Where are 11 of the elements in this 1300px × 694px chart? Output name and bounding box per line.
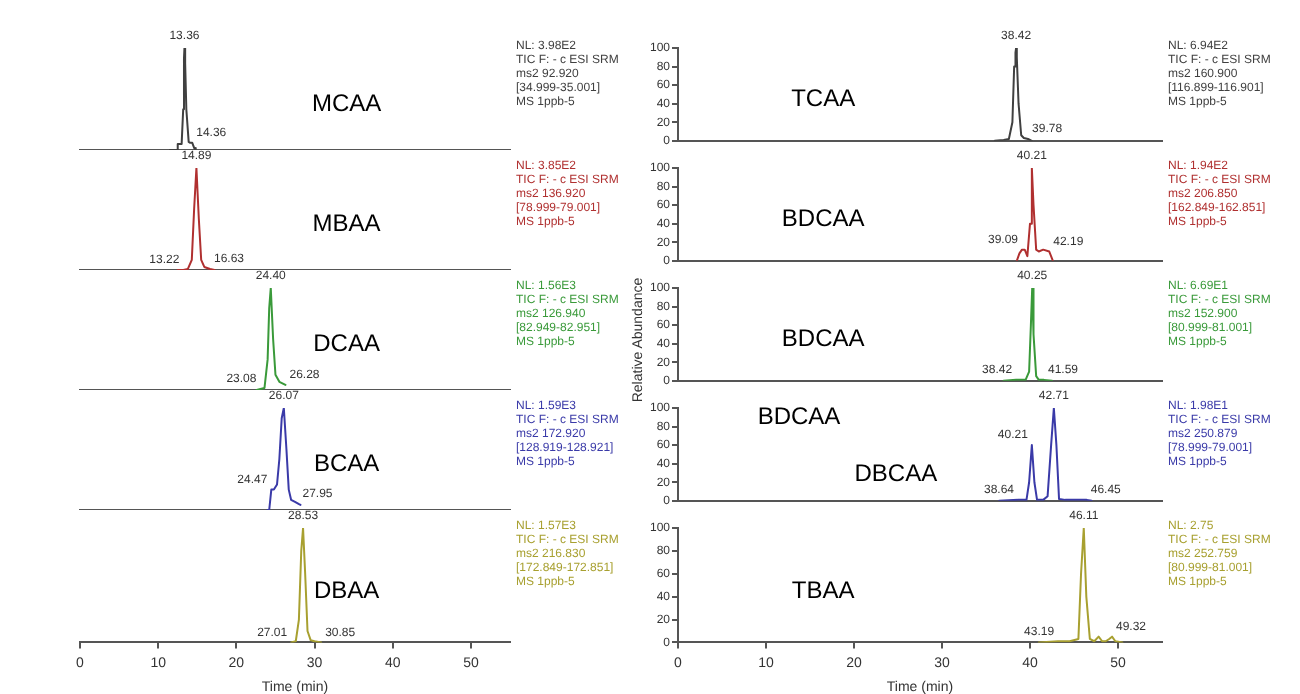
text: MBAA xyxy=(312,208,381,237)
text: DBCAA xyxy=(854,459,938,488)
text: BCAA xyxy=(313,448,380,477)
text: BDCAA xyxy=(781,203,865,232)
text: TBAA xyxy=(791,575,855,604)
chart-subtitle: BDCAA xyxy=(757,401,841,430)
text: DCAA xyxy=(313,328,380,357)
text: MCAA xyxy=(311,88,382,117)
text: BDCAA xyxy=(781,323,865,352)
text: TCAA xyxy=(791,83,856,112)
text: DBAA xyxy=(313,575,380,604)
